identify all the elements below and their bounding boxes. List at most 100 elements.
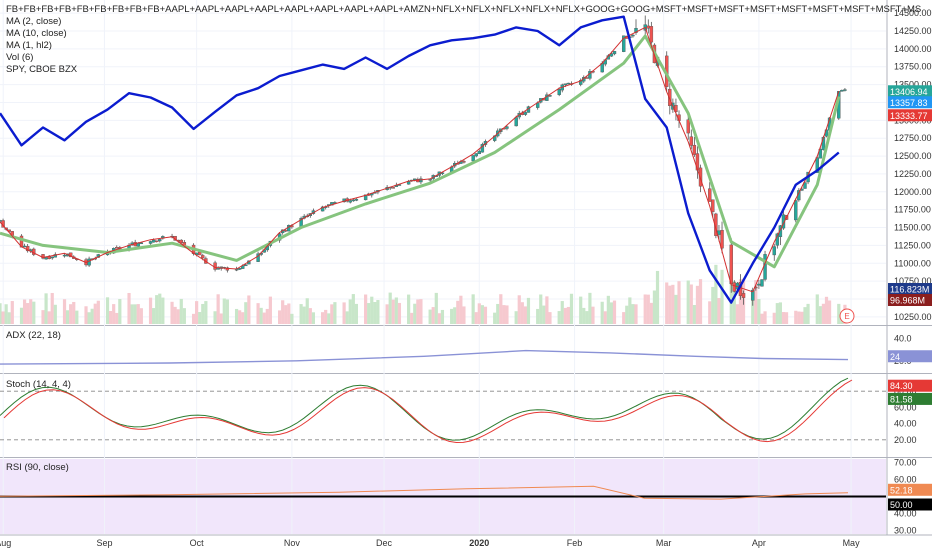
volume-bar bbox=[367, 303, 371, 324]
rsi-tick-label: 70.00 bbox=[894, 457, 917, 467]
stoch-d-line bbox=[3, 379, 853, 444]
rsi-tick-label: 30.00 bbox=[894, 526, 917, 536]
volume-bar bbox=[391, 299, 395, 324]
volume-bar bbox=[539, 294, 543, 324]
candle bbox=[772, 246, 776, 256]
volume-bar bbox=[471, 294, 475, 324]
candle bbox=[689, 136, 694, 146]
candle bbox=[563, 83, 568, 86]
volume-bar bbox=[496, 303, 500, 324]
volume-bar bbox=[520, 302, 524, 324]
last-price-badge: 13406.94 bbox=[890, 87, 928, 97]
volume-bar bbox=[277, 310, 282, 324]
stoch-k-value-badge: 84.30 bbox=[890, 381, 913, 391]
volume-bar bbox=[778, 302, 783, 324]
candle bbox=[717, 230, 721, 235]
volume-bar bbox=[698, 279, 703, 324]
volume-bar bbox=[342, 302, 346, 324]
volume-bar bbox=[677, 281, 681, 324]
volume-bar bbox=[631, 304, 635, 324]
volume-bar bbox=[649, 302, 653, 324]
volume-bar bbox=[612, 300, 617, 324]
candle bbox=[391, 187, 395, 189]
adx-pane-label[interactable]: ADX (22, 18) bbox=[6, 330, 61, 341]
volume-bar bbox=[0, 303, 2, 324]
time-axis-label: Apr bbox=[752, 538, 766, 548]
volume-bar bbox=[480, 305, 484, 324]
rsi-value-badge: 52.18 bbox=[890, 485, 913, 495]
volume-bar bbox=[225, 299, 229, 324]
volume-bar bbox=[109, 311, 113, 324]
volume-bar bbox=[155, 295, 159, 324]
volume-bar bbox=[729, 269, 733, 324]
volume-bar bbox=[201, 303, 205, 324]
volume-bar bbox=[44, 293, 48, 324]
volume-bar bbox=[47, 311, 51, 324]
volume-bar bbox=[394, 297, 398, 324]
volume-bar bbox=[714, 264, 718, 324]
price-tick-label: 11250.00 bbox=[894, 240, 931, 250]
price-tick-label: 12250.00 bbox=[894, 169, 932, 179]
volume-bar bbox=[373, 302, 377, 324]
stoch-k-line bbox=[0, 377, 849, 441]
volume-bar bbox=[268, 296, 272, 324]
volume-bar bbox=[462, 306, 466, 324]
rsi-pane-label[interactable]: RSI (90, close) bbox=[6, 462, 69, 473]
volume-bar bbox=[376, 300, 380, 324]
volume-bar bbox=[708, 301, 712, 324]
volume-bar bbox=[781, 312, 786, 324]
volume-bar bbox=[152, 308, 156, 324]
volume-bar bbox=[139, 308, 143, 324]
time-axis-label: Dec bbox=[376, 538, 393, 548]
candle bbox=[158, 239, 162, 242]
candle bbox=[646, 25, 650, 29]
volume-bar bbox=[628, 297, 632, 324]
candle bbox=[505, 126, 509, 129]
candle bbox=[320, 206, 325, 212]
candle bbox=[649, 26, 654, 43]
volume-bar bbox=[514, 311, 518, 324]
volume-bar bbox=[330, 304, 334, 324]
candle bbox=[148, 241, 153, 244]
stoch-pane-label[interactable]: Stoch (14, 4, 4) bbox=[6, 379, 71, 390]
candle bbox=[256, 253, 260, 262]
volume-bar bbox=[560, 301, 564, 324]
volume-bar bbox=[247, 295, 251, 324]
candle bbox=[514, 117, 518, 127]
volume-bar bbox=[692, 304, 696, 324]
volume-ma-value-badge-bg bbox=[888, 294, 932, 306]
volume-bar bbox=[397, 302, 402, 324]
volume-bar bbox=[238, 310, 242, 324]
candle bbox=[354, 198, 359, 201]
stoch-tick-label: 60.00 bbox=[894, 402, 917, 412]
volume-bar bbox=[324, 309, 328, 324]
volume-bar bbox=[784, 312, 789, 324]
candle bbox=[631, 34, 635, 37]
volume-bar bbox=[158, 293, 162, 324]
candle bbox=[778, 225, 783, 238]
candle bbox=[244, 264, 248, 267]
volume-bar bbox=[32, 301, 36, 324]
volume-bar bbox=[19, 307, 24, 324]
volume-bar bbox=[179, 298, 183, 324]
volume-bar bbox=[591, 306, 595, 324]
time-axis-label: Nov bbox=[284, 538, 301, 548]
volume-bar bbox=[69, 304, 73, 324]
volume-bar bbox=[757, 299, 761, 324]
volume-bar bbox=[606, 295, 610, 324]
volume-bar bbox=[191, 313, 196, 324]
candle bbox=[0, 220, 2, 222]
volume-bar bbox=[548, 312, 552, 324]
volume-bar bbox=[775, 303, 779, 324]
volume-bar bbox=[29, 299, 33, 324]
volume-bar bbox=[671, 284, 675, 324]
volume-series bbox=[0, 264, 847, 324]
volume-bar bbox=[259, 307, 263, 324]
candle bbox=[585, 77, 589, 79]
candle bbox=[348, 200, 352, 203]
volume-bar bbox=[434, 292, 438, 324]
rsi-tick-label: 40.00 bbox=[894, 509, 917, 519]
price-tick-label: 14000.00 bbox=[894, 44, 932, 54]
